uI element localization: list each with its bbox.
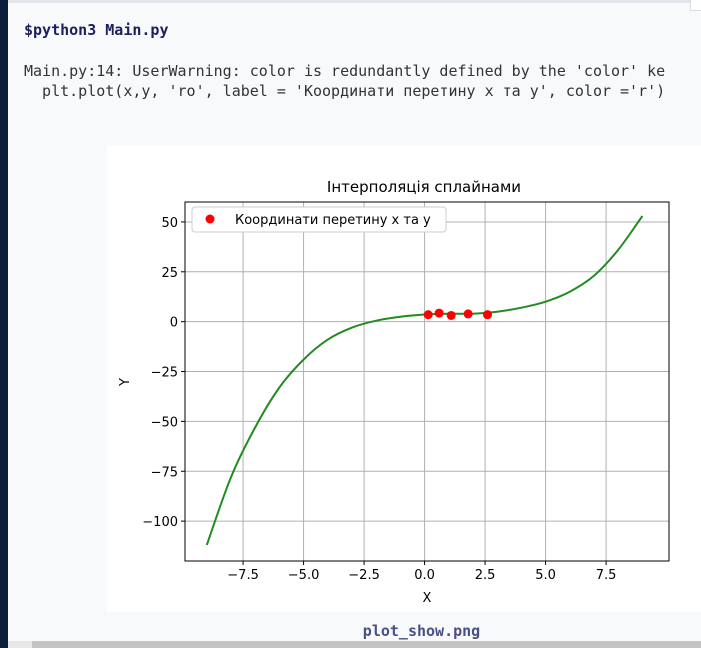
intersection-point (463, 309, 473, 319)
x-axis-label: X (423, 591, 432, 606)
horizontal-scrollbar[interactable] (8, 641, 701, 648)
y-tick-label: −75 (151, 465, 178, 480)
x-tick-label: −2.5 (348, 568, 380, 583)
top-corner-tab[interactable] (690, 0, 701, 11)
y-tick-label: −50 (151, 415, 178, 430)
editor-sidebar (0, 0, 8, 648)
y-tick-label: 0 (170, 316, 178, 331)
y-axis-label: Y (118, 378, 133, 387)
console-command: $python3 Main.py (24, 21, 169, 39)
x-tick-label: 5.0 (535, 568, 556, 583)
image-caption: plot_show.png (362, 622, 481, 640)
intersection-point (483, 310, 492, 320)
x-tick-label: 2.5 (475, 568, 496, 583)
intersection-point (434, 308, 444, 318)
warning-line-1: Main.py:14: UserWarning: color is redund… (24, 62, 666, 80)
chart-title: Інтерполяція сплайнами (327, 178, 521, 196)
axes-frame (184, 201, 670, 562)
y-tick-label: −100 (142, 515, 178, 530)
intersection-point (423, 310, 433, 320)
y-axis-ticks: 50 25 0 −25 −50 −75 −100 (142, 216, 185, 530)
warning-line-2: plt.plot(x,y, 'ro', label = 'Координати … (24, 82, 666, 100)
intersection-point (446, 310, 456, 320)
intersection-points (423, 308, 492, 320)
spline-chart: −7.5 −5.0 −2.5 0.0 2.5 5.0 7.5 50 25 0 −25 −50 −75 −… (118, 178, 670, 606)
console-warning: Main.py:14: UserWarning: color is redund… (24, 61, 665, 101)
y-tick-label: 25 (161, 266, 178, 281)
legend-box (191, 206, 447, 233)
y-tick-label: −25 (151, 366, 178, 381)
x-axis-ticks: −7.5 −5.0 −2.5 0.0 2.5 5.0 7.5 (227, 561, 616, 583)
y-tick-label: 50 (161, 216, 178, 231)
x-tick-label: 0.0 (414, 568, 435, 583)
legend: Координати перетину x та y (191, 206, 447, 233)
x-tick-label: 7.5 (596, 568, 617, 583)
grid (185, 202, 669, 561)
legend-marker (205, 214, 215, 224)
scrollbar-thumb[interactable] (32, 641, 701, 648)
top-divider (8, 0, 701, 3)
plot-image: −7.5 −5.0 −2.5 0.0 2.5 5.0 7.5 50 25 0 −25 −50 −75 −… (107, 146, 701, 612)
x-tick-label: −5.0 (288, 568, 320, 583)
x-tick-label: −7.5 (227, 568, 259, 583)
legend-label: Координати перетину x та y (235, 213, 431, 228)
